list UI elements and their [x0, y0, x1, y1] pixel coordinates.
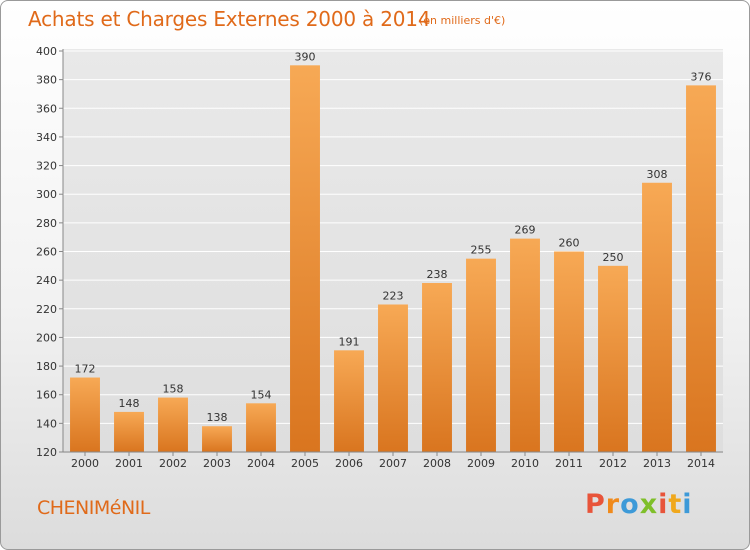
- logo-letter: t: [668, 489, 683, 520]
- y-tick-label: 180: [36, 360, 57, 373]
- bar-value-label: 158: [163, 383, 184, 396]
- bar: [158, 397, 188, 452]
- x-tick-label: 2003: [203, 457, 231, 470]
- x-tick-label: 2000: [71, 457, 99, 470]
- bars: 172 148 158 138 154 390 191 223 238 255 269 260 250 3…: [70, 50, 716, 453]
- chart-title: Achats et Charges Externes 2000 à 2014: [28, 7, 431, 31]
- bar-value-label: 390: [295, 50, 316, 63]
- y-tick-label: 240: [36, 274, 57, 287]
- bar: [598, 265, 628, 452]
- x-tick-label: 2013: [643, 457, 671, 470]
- logo-letter: x: [639, 489, 659, 520]
- x-tick-label: 2008: [423, 457, 451, 470]
- town-name: CHENIMéNIL: [37, 497, 150, 519]
- bar-value-label: 148: [119, 397, 140, 410]
- y-tick-label: 260: [36, 246, 57, 259]
- y-tick-label: 300: [36, 188, 57, 201]
- x-tick-label: 2001: [115, 457, 143, 470]
- bar: [70, 377, 100, 452]
- y-tick-label: 280: [36, 217, 57, 230]
- bar: [642, 182, 672, 452]
- x-tick-label: 2011: [555, 457, 583, 470]
- chart-subtitle: (en milliers d'€): [419, 14, 506, 27]
- bar-value-label: 260: [559, 237, 580, 250]
- proxiti-logo: Proxiti: [585, 489, 693, 520]
- bar-value-label: 238: [427, 268, 448, 281]
- y-tick-label: 120: [36, 446, 57, 459]
- y-tick-label: 360: [36, 102, 57, 115]
- x-tick-label: 2012: [599, 457, 627, 470]
- bar-value-label: 308: [647, 168, 668, 181]
- y-axis: 120 140 160 180 200 220 240 260 280 300 320 340 360 3…: [36, 45, 64, 459]
- bar-value-label: 269: [515, 224, 536, 237]
- y-tick-label: 340: [36, 131, 57, 144]
- logo-letter: r: [605, 489, 621, 520]
- bar-value-label: 376: [691, 70, 712, 83]
- bar: [290, 65, 320, 453]
- logo-letter: P: [585, 489, 606, 520]
- logo-letter: o: [620, 489, 640, 520]
- bar-value-label: 250: [603, 251, 624, 264]
- bar: [466, 258, 496, 452]
- x-tick-label: 2005: [291, 457, 319, 470]
- y-tick-label: 320: [36, 160, 57, 173]
- bar: [422, 283, 452, 452]
- bar-value-label: 172: [75, 363, 96, 376]
- bar: [334, 350, 364, 452]
- logo-letter: i: [658, 489, 669, 520]
- bar: [114, 411, 144, 452]
- x-tick-label: 2004: [247, 457, 275, 470]
- x-axis: 2000 2001 2002 2003 2004 2005 2006 2007 2008 2009…: [63, 451, 723, 470]
- x-tick-label: 2002: [159, 457, 187, 470]
- bar-value-label: 191: [339, 335, 360, 348]
- x-tick-label: 2010: [511, 457, 539, 470]
- y-tick-label: 200: [36, 331, 57, 344]
- bar-value-label: 154: [251, 388, 272, 401]
- y-tick-label: 140: [36, 417, 57, 430]
- bar: [554, 251, 584, 452]
- logo-letter: i: [682, 489, 693, 520]
- bar-value-label: 255: [471, 244, 492, 257]
- x-tick-label: 2009: [467, 457, 495, 470]
- x-tick-label: 2006: [335, 457, 363, 470]
- bar: [686, 85, 716, 452]
- bar-value-label: 138: [207, 411, 228, 424]
- bar: [510, 238, 540, 452]
- x-tick-label: 2007: [379, 457, 407, 470]
- y-tick-label: 220: [36, 303, 57, 316]
- bar: [378, 304, 408, 452]
- y-tick-label: 160: [36, 389, 57, 402]
- bar-value-label: 223: [383, 289, 404, 302]
- x-tick-label: 2014: [687, 457, 715, 470]
- y-tick-label: 380: [36, 74, 57, 87]
- bar: [202, 426, 232, 452]
- y-tick-label: 400: [36, 45, 57, 58]
- bar: [246, 403, 276, 452]
